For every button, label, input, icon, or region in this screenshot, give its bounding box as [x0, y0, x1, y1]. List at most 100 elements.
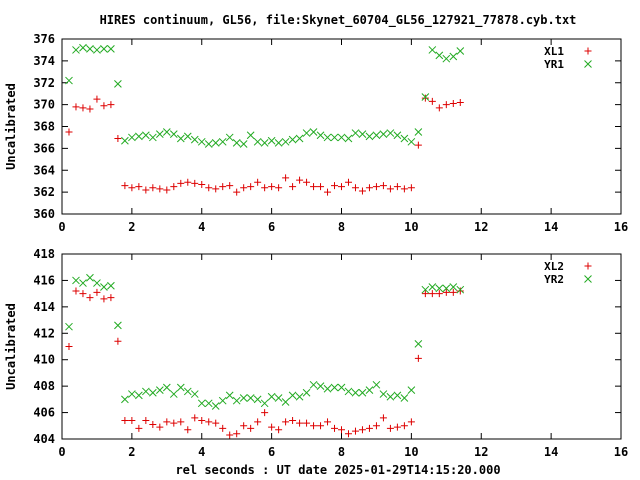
- legend-marker: [584, 262, 592, 270]
- y-tick-label: 404: [33, 432, 55, 446]
- data-point: [100, 102, 108, 110]
- data-point: [93, 46, 101, 54]
- data-point: [191, 414, 199, 422]
- data-point: [156, 423, 164, 431]
- data-point: [107, 44, 115, 53]
- data-point: [296, 176, 304, 184]
- data-point: [247, 183, 255, 191]
- data-point: [324, 418, 332, 426]
- data-point: [358, 388, 367, 397]
- data-point: [156, 185, 164, 193]
- data-point: [225, 391, 234, 400]
- data-point: [372, 380, 381, 389]
- data-point: [114, 321, 122, 330]
- data-point: [310, 183, 318, 191]
- data-point: [428, 46, 437, 54]
- data-point: [141, 131, 150, 140]
- data-point: [379, 182, 387, 190]
- data-point: [407, 386, 416, 394]
- data-point: [386, 392, 395, 401]
- x-tick-label: 16: [614, 220, 628, 234]
- x-tick-label: 6: [268, 445, 275, 459]
- x-tick-label: 10: [404, 220, 418, 234]
- legend-marker: [584, 60, 592, 68]
- data-point: [128, 417, 136, 424]
- data-point: [226, 182, 234, 190]
- data-point: [190, 390, 199, 398]
- data-point: [135, 391, 143, 400]
- data-point: [218, 396, 227, 405]
- data-point: [421, 290, 429, 298]
- data-point: [400, 134, 409, 143]
- y-axis-label: Uncalibrated: [4, 83, 18, 170]
- data-point: [456, 285, 465, 294]
- data-point: [435, 104, 443, 112]
- data-point: [289, 417, 297, 424]
- data-point: [100, 44, 108, 53]
- plot-frame: [61, 253, 622, 440]
- data-point: [309, 128, 318, 136]
- data-point: [317, 422, 325, 430]
- data-point: [198, 180, 206, 188]
- data-point: [295, 134, 304, 143]
- data-point: [233, 188, 241, 196]
- data-point: [148, 388, 157, 397]
- data-point: [351, 388, 360, 397]
- data-point: [155, 386, 164, 394]
- series-xl2: [65, 287, 464, 439]
- data-point: [128, 390, 136, 398]
- data-point: [379, 130, 388, 139]
- data-point: [421, 93, 430, 101]
- data-point: [268, 183, 276, 191]
- data-point: [261, 184, 269, 192]
- data-point: [442, 54, 451, 63]
- data-point: [372, 131, 381, 140]
- data-point: [128, 133, 136, 142]
- data-point: [211, 402, 220, 410]
- data-point: [100, 283, 108, 291]
- data-point: [358, 187, 366, 195]
- data-point: [100, 295, 108, 303]
- data-point: [142, 186, 150, 194]
- data-point: [65, 343, 73, 350]
- data-point: [240, 184, 248, 192]
- data-point: [260, 399, 269, 408]
- data-point: [121, 182, 129, 190]
- data-point: [414, 354, 422, 362]
- data-point: [169, 390, 178, 398]
- top-panel: 0 2 4 6 8 10 12 14 16 360 362 364 366 368 370 372 374 376…: [4, 32, 628, 234]
- y-tick-label: 412: [33, 326, 55, 340]
- data-point: [281, 398, 290, 406]
- data-point: [414, 141, 422, 149]
- legend-label: XL2: [544, 260, 564, 273]
- data-point: [330, 133, 339, 142]
- data-point: [365, 424, 373, 432]
- data-point: [254, 178, 262, 186]
- data-point: [400, 185, 408, 193]
- data-point: [435, 290, 443, 298]
- data-point: [65, 128, 73, 136]
- y-tick-label: 408: [33, 379, 55, 393]
- data-point: [344, 387, 353, 396]
- x-tick-label: 2: [128, 220, 135, 234]
- data-point: [456, 287, 464, 295]
- data-point: [72, 46, 80, 54]
- data-point: [218, 137, 227, 146]
- y-tick-label: 372: [33, 76, 55, 90]
- data-point: [226, 431, 234, 439]
- data-point: [121, 395, 129, 404]
- data-point: [176, 134, 185, 143]
- x-tick-label: 12: [474, 220, 488, 234]
- x-tick-label: 2: [128, 445, 135, 459]
- data-point: [337, 133, 346, 142]
- x-tick-label: 14: [544, 220, 558, 234]
- legend-label: XL1: [544, 45, 564, 58]
- data-point: [442, 101, 450, 109]
- data-point: [190, 135, 199, 144]
- data-point: [421, 94, 429, 102]
- data-point: [177, 418, 185, 426]
- data-point: [267, 136, 276, 145]
- data-point: [239, 394, 248, 402]
- data-point: [232, 139, 241, 147]
- data-point: [253, 395, 262, 404]
